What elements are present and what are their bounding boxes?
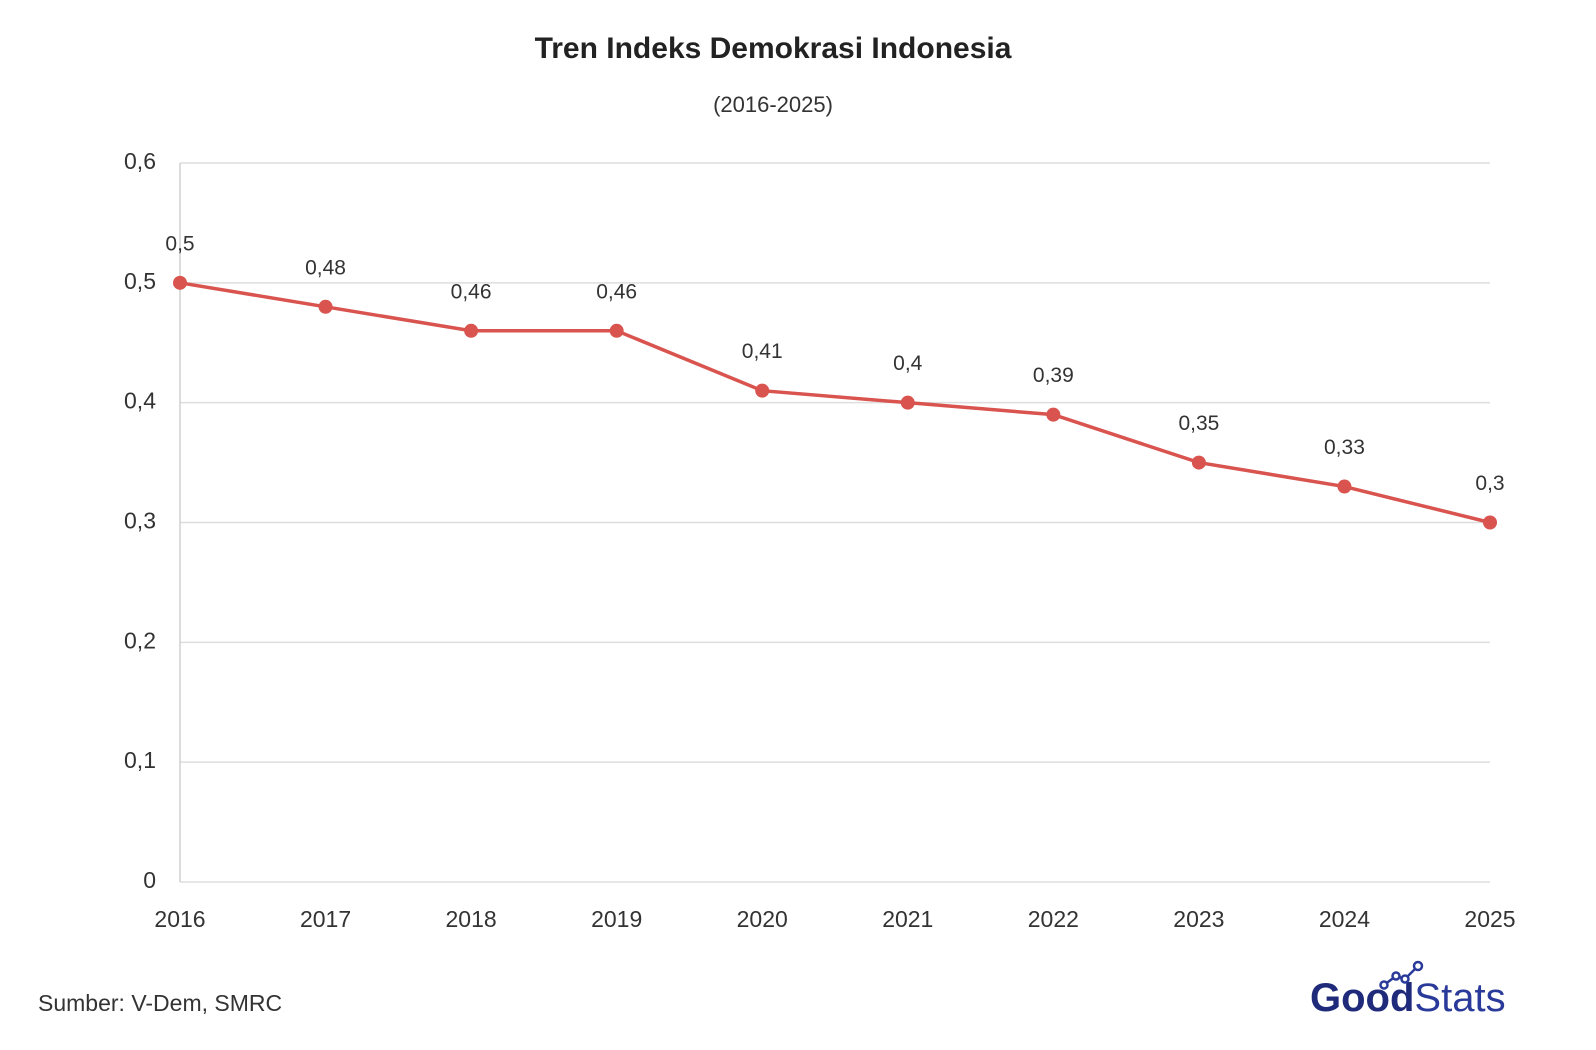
logo-icon	[1379, 960, 1424, 990]
brand-part: Stats	[1414, 976, 1505, 1020]
y-tick-label: 0,6	[124, 148, 156, 174]
point	[900, 395, 915, 410]
x-tick-label: 2024	[1319, 906, 1370, 932]
value-label: 0,41	[742, 340, 783, 363]
value-label: 0,35	[1178, 412, 1219, 435]
x-tick-label: 2017	[300, 906, 351, 932]
y-tick-label: 0,5	[124, 268, 156, 294]
brand-logo: GoodStats	[1310, 976, 1506, 1020]
y-tick-label: 0,4	[124, 388, 156, 414]
point	[1046, 407, 1061, 422]
value-label: 0,4	[893, 352, 923, 375]
x-tick-label: 2021	[882, 906, 933, 932]
point	[1337, 479, 1352, 494]
line	[179, 281, 1491, 525]
chart-subtitle: (2016-2025)	[713, 92, 833, 117]
x-tick-label: 2020	[737, 906, 788, 932]
value-label: 0,3	[1475, 472, 1504, 495]
value-label: 0,33	[1324, 436, 1365, 459]
point	[318, 299, 333, 314]
source: Sumber: V-Dem, SMRC	[38, 990, 282, 1016]
x-tick-label: 2019	[591, 906, 642, 932]
point	[1483, 515, 1497, 530]
value-label: 0,46	[451, 280, 492, 303]
value-label: 0,39	[1033, 364, 1074, 387]
x-tick-label: 2018	[446, 906, 497, 932]
brand-part: Good	[1310, 976, 1414, 1020]
point	[1191, 455, 1206, 470]
point	[755, 383, 770, 398]
chart-title: Tren Indeks Demokrasi Indonesia	[535, 32, 1012, 65]
point	[464, 323, 479, 338]
x-tick-label: 2016	[154, 906, 205, 932]
y-tick-label: 0,1	[124, 747, 156, 773]
y-tick-label: 0,3	[124, 508, 156, 534]
x-tick-label: 2023	[1173, 906, 1224, 932]
x-tick-label: 2025	[1464, 906, 1515, 932]
point	[609, 323, 624, 338]
value-label: 0,46	[596, 280, 637, 303]
point	[173, 275, 187, 290]
value-label: 0,48	[305, 256, 346, 279]
x-tick-label: 2022	[1028, 906, 1079, 932]
y-tick-label: 0	[143, 867, 156, 893]
y-tick-label: 0,2	[124, 627, 156, 653]
value-label: 0,5	[165, 232, 194, 255]
